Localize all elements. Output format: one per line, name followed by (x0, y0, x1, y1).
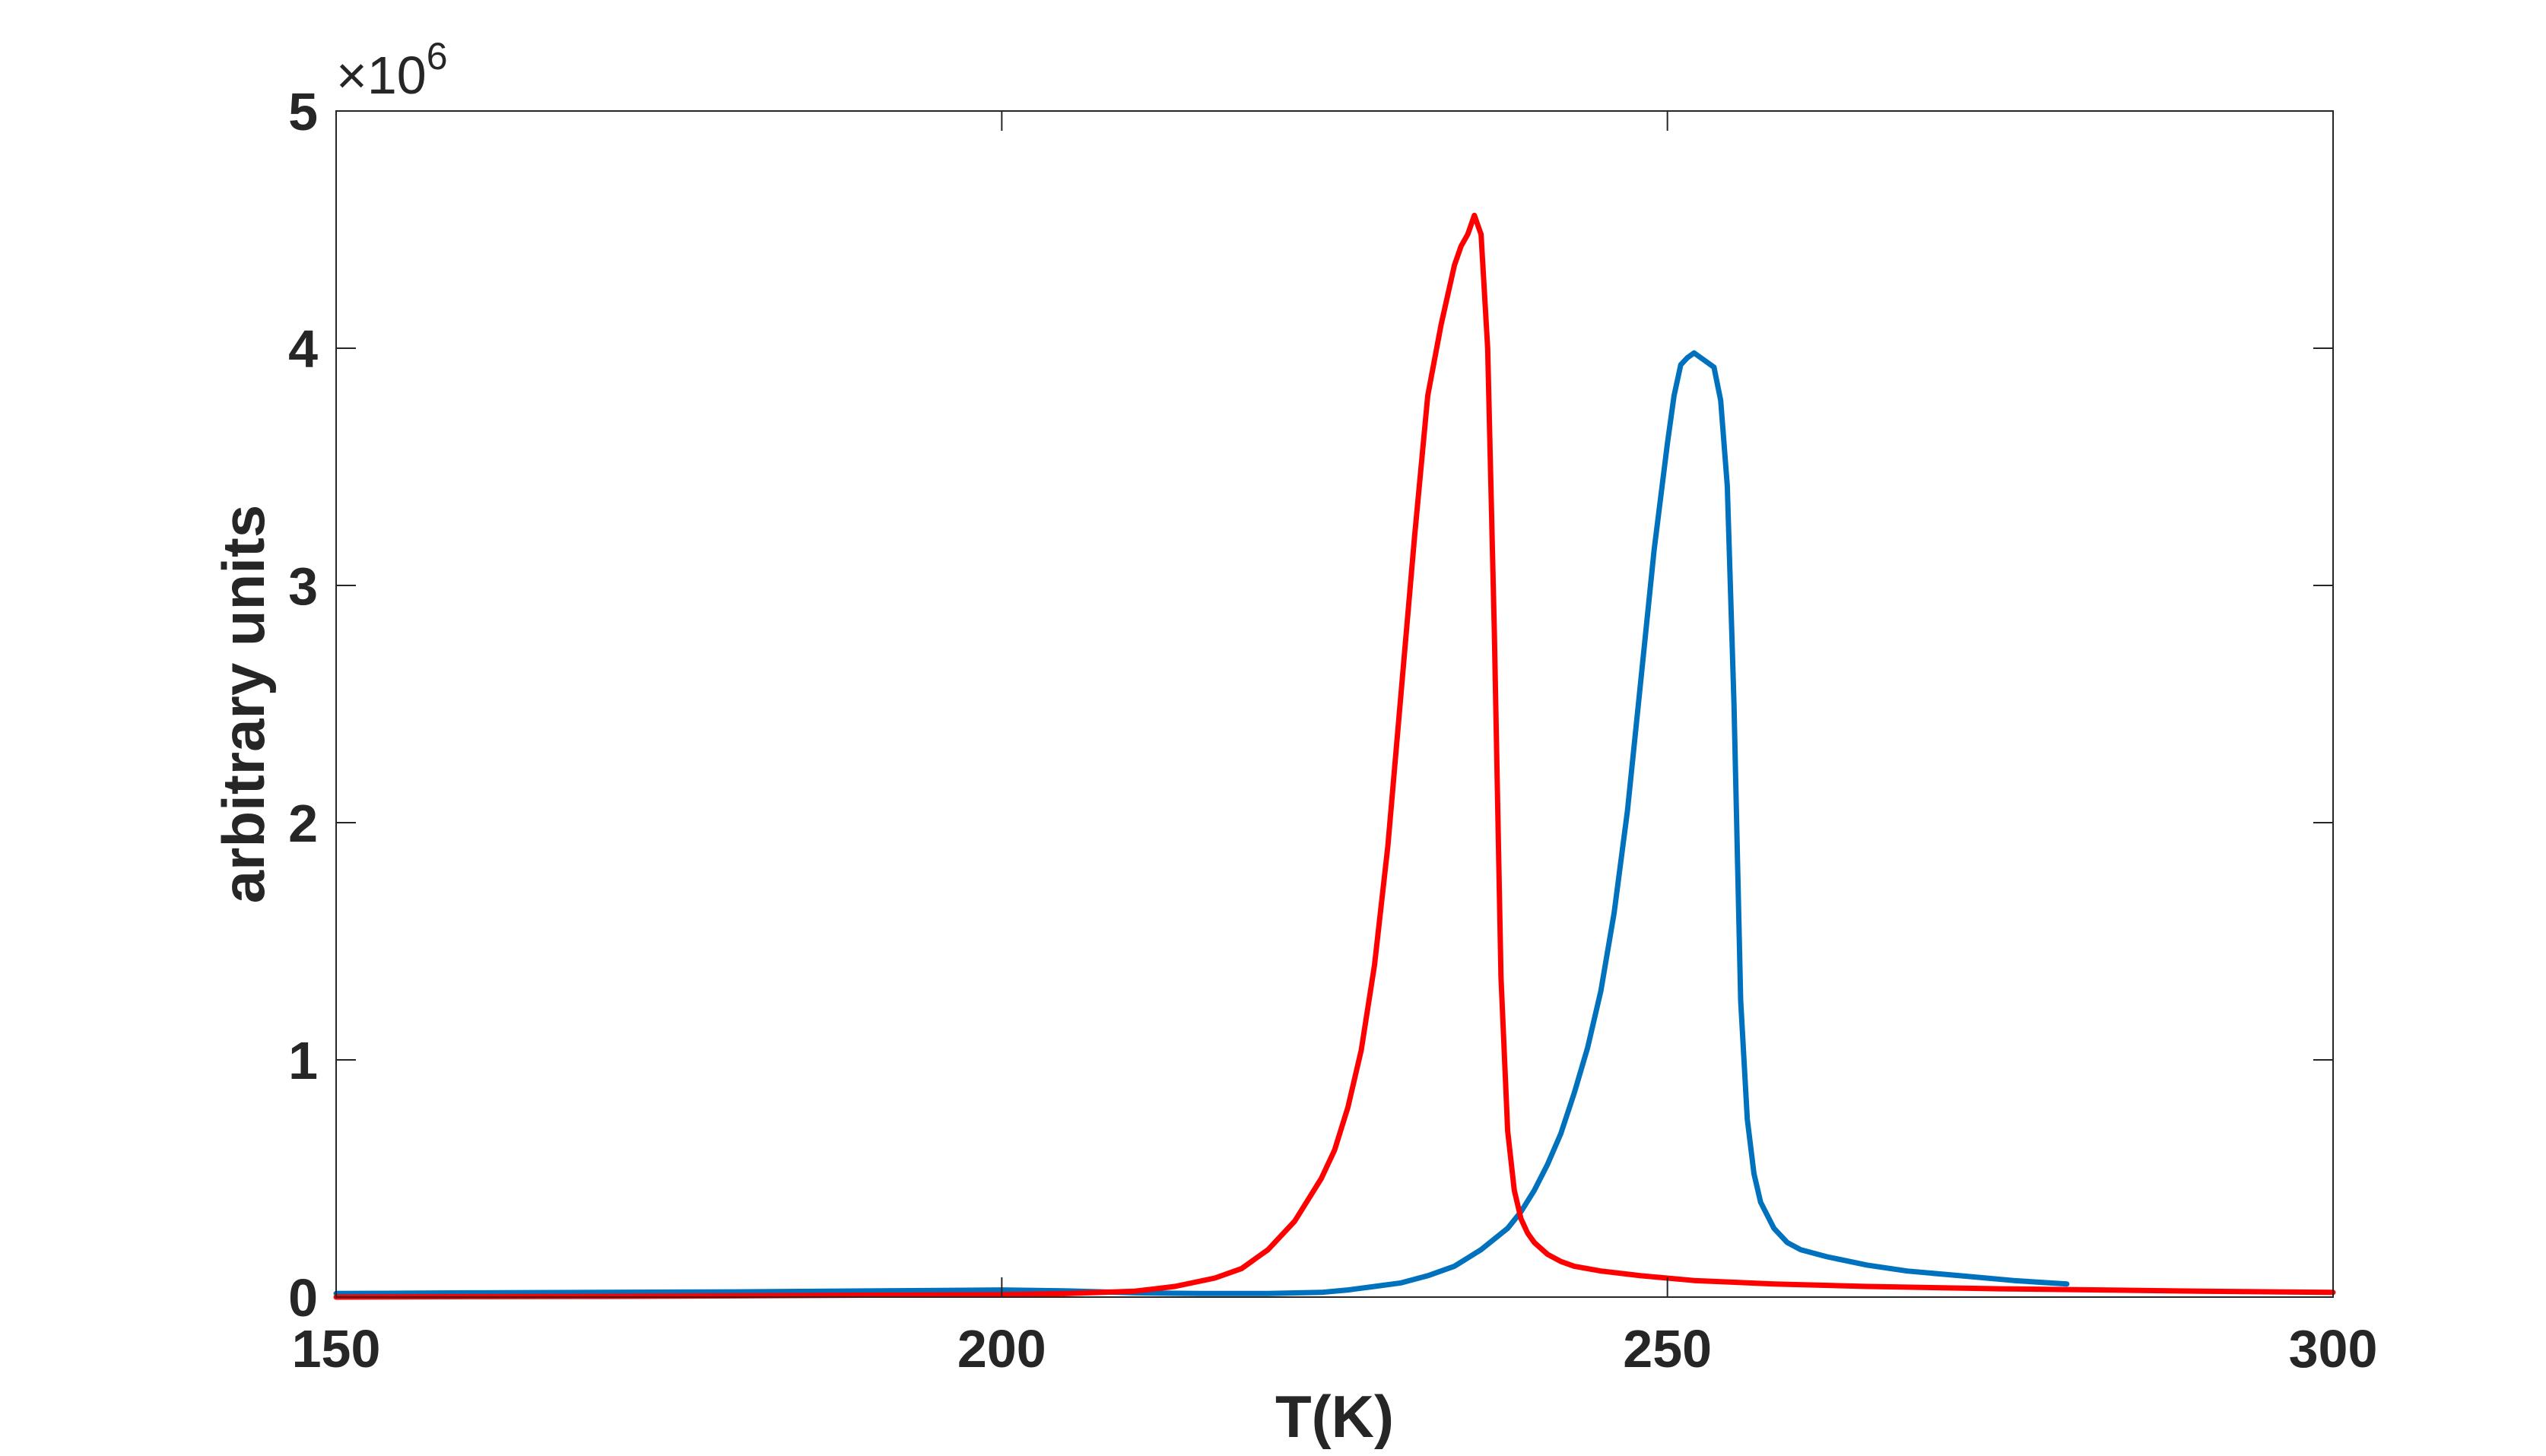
y-tick-label: 2 (288, 794, 318, 853)
plot-area-background (336, 111, 2333, 1297)
series-line-2 (333, 212, 2336, 1300)
y-exponent-base: ×10 (336, 46, 427, 105)
y-tick-label: 5 (288, 82, 318, 141)
svg-text:×106: ×106 (336, 35, 448, 105)
series-layer (333, 212, 2336, 1300)
y-tick-label: 3 (288, 557, 318, 616)
x-tick-label: 250 (1623, 1319, 1712, 1378)
x-tick-label: 150 (292, 1319, 381, 1378)
y-tick-label: 1 (288, 1031, 318, 1090)
y-exponent-label: ×106 (336, 35, 448, 105)
x-tick-label: 300 (2289, 1319, 2378, 1378)
series-line-1 (333, 350, 2070, 1296)
tick-layer: 150 200 250 300 0 1 2 3 4 5 (288, 82, 2377, 1378)
axes-box (335, 110, 2334, 1298)
y-tick-label: 4 (288, 319, 318, 379)
y-tick-label: 0 (288, 1268, 318, 1328)
y-exponent-power: 6 (427, 35, 448, 78)
x-axis-title: T(K) (1275, 1383, 1394, 1450)
x-tick-label: 200 (957, 1319, 1046, 1378)
y-axis-title: arbitrary units (210, 505, 277, 903)
